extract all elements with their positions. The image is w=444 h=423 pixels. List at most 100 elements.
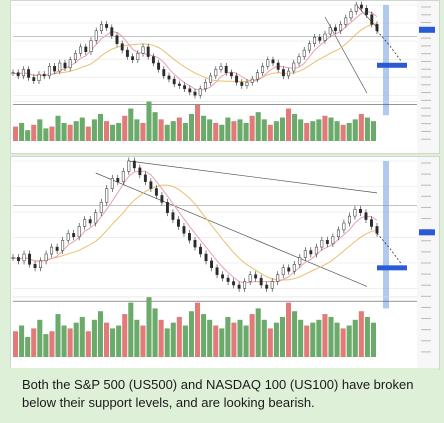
candle-body — [309, 250, 313, 255]
candle-body — [237, 284, 241, 289]
us500-chart-svg — [11, 1, 439, 153]
candle-body — [68, 59, 72, 69]
volume-bar — [328, 117, 334, 141]
candle-body — [73, 53, 77, 61]
candle-body — [63, 62, 67, 69]
candle-body — [297, 56, 301, 64]
candle-body — [204, 253, 208, 262]
candle-body — [165, 202, 169, 213]
candle-body — [44, 253, 48, 262]
candle-body — [261, 65, 265, 73]
volume-bar — [116, 325, 122, 357]
volume-bar — [134, 319, 140, 357]
volume-bar — [237, 119, 243, 141]
candle-body — [89, 40, 93, 52]
volume-bar — [170, 322, 176, 357]
candle-body — [210, 260, 213, 269]
volume-bar — [201, 115, 207, 141]
candle-body — [219, 65, 223, 70]
volume-bar — [213, 122, 219, 141]
candle-body — [255, 72, 259, 80]
volume-bar — [146, 101, 152, 141]
volume-bar — [13, 126, 19, 141]
candle-body — [314, 246, 318, 255]
channel-trendline — [95, 172, 368, 287]
volume-bar — [55, 115, 61, 141]
projection-band — [383, 5, 389, 116]
volume-bar — [97, 113, 103, 141]
volume-bar — [334, 121, 340, 141]
candle-body — [276, 274, 280, 282]
candle-body — [193, 91, 197, 96]
candle-body — [55, 246, 59, 251]
volume-bar — [158, 319, 164, 357]
candle-body — [375, 24, 379, 32]
volume-bar — [25, 130, 31, 141]
candle-body — [58, 62, 62, 72]
volume-bar — [170, 121, 176, 141]
volume-bar — [61, 325, 67, 357]
candle-body — [318, 36, 322, 41]
candle-body — [271, 59, 275, 64]
candle-body — [240, 82, 244, 86]
volume-bar — [267, 124, 273, 141]
volume-bar — [267, 328, 273, 357]
volume-bar — [140, 122, 146, 141]
volume-bar — [346, 122, 352, 141]
candle-body — [77, 226, 81, 238]
candle-body — [313, 36, 317, 44]
candle-body — [17, 257, 20, 262]
volume-bar — [61, 122, 67, 141]
candle-body — [11, 72, 15, 74]
candle-body — [307, 43, 311, 51]
candle-body — [149, 181, 153, 189]
volume-bar — [261, 119, 267, 141]
candle-body — [177, 83, 181, 86]
us500-chart — [10, 0, 440, 154]
volume-bar — [213, 325, 219, 357]
candle-body — [146, 46, 150, 57]
ma-slow-line — [12, 184, 378, 281]
candle-body — [281, 69, 285, 77]
candle-body — [215, 267, 219, 275]
target-label-box — [377, 265, 407, 271]
candle-body — [320, 239, 324, 248]
candle-body — [183, 85, 187, 90]
candle-body — [224, 65, 228, 73]
volume-bar — [140, 325, 146, 357]
candle-body — [359, 4, 363, 9]
volume-bar — [97, 311, 103, 357]
volume-bar — [55, 314, 61, 357]
volume-bar — [146, 296, 152, 357]
candle-body — [105, 24, 109, 28]
volume-bar — [104, 121, 110, 141]
candle-body — [342, 222, 346, 231]
candle-body — [120, 43, 124, 51]
candle-body — [50, 246, 54, 255]
ma-slow-line — [12, 23, 378, 83]
volume-bar — [255, 308, 261, 357]
current-price-tag — [419, 229, 435, 236]
volume-bar — [195, 302, 201, 357]
candle-body — [287, 70, 291, 77]
volume-bar — [25, 336, 31, 357]
volume-bar — [182, 122, 188, 141]
volume-bar — [352, 119, 358, 141]
candle-body — [110, 27, 114, 36]
candle-body — [265, 284, 269, 289]
volume-bar — [322, 314, 328, 357]
candle-body — [151, 56, 155, 64]
volume-bar — [249, 115, 255, 141]
candle-body — [349, 11, 353, 19]
volume-bar — [279, 117, 285, 141]
candle-body — [370, 219, 373, 227]
volume-bar — [182, 325, 188, 357]
candle-body — [22, 253, 26, 262]
candle-body — [172, 78, 176, 85]
candle-body — [214, 69, 218, 77]
volume-bar — [207, 319, 213, 357]
volume-bar — [225, 117, 231, 141]
candle-body — [37, 74, 41, 81]
candle-body — [235, 75, 239, 83]
